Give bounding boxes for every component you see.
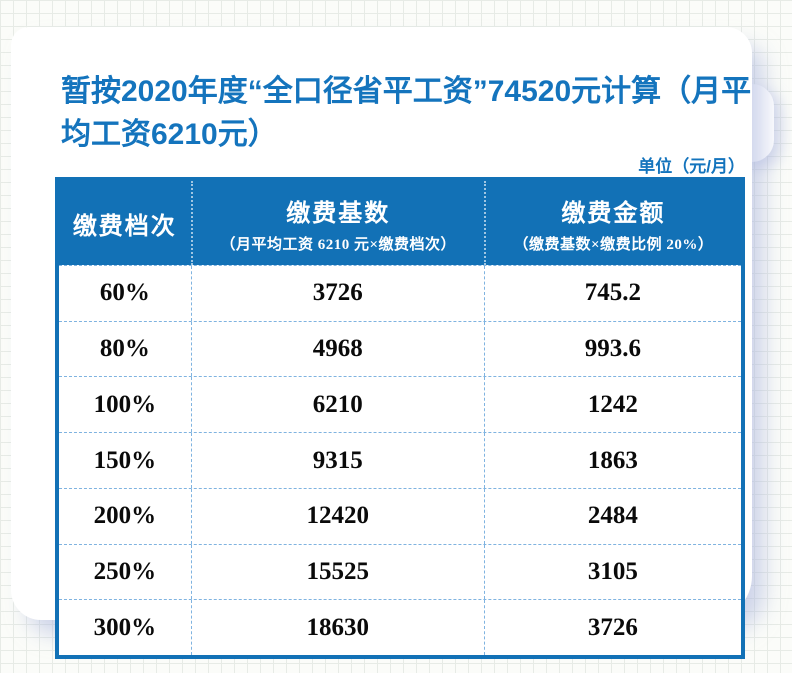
table-row: 150% 9315 1863 [59,432,741,488]
table-row: 100% 6210 1242 [59,376,741,433]
cell-amount: 3726 [483,600,741,656]
cell-tier: 200% [93,502,157,530]
header-sublabel: （缴费基数×缴费比例 20%） [513,236,714,253]
page-title: 暂按2020年度“全口径省平工资”74520元计算（月平均工资6210元） [61,75,752,151]
cell-tier: 100% [93,390,157,418]
cell-tier: 150% [93,446,157,474]
cell-base: 6210 [190,377,484,433]
table-row: 60% 3726 745.2 [59,265,741,321]
cell-tier: 300% [93,613,157,641]
header-label: 缴费基数 [286,199,391,227]
cell-base: 15525 [190,544,484,600]
header-sublabel: （月平均工资 6210 元×缴费档次） [220,236,457,253]
table-row: 200% 12420 2484 [59,487,741,544]
header-cell-tier: 缴费档次 [59,181,191,265]
cell-amount: 1863 [483,433,741,488]
header-cell-amount: 缴费金额 （缴费基数×缴费比例 20%） [483,181,741,265]
cell-amount: 2484 [483,488,741,544]
table-header-row: 缴费档次 缴费基数 （月平均工资 6210 元×缴费档次） 缴费金额 （缴费基数… [59,181,741,265]
cell-base: 4968 [190,321,484,377]
table-row: 80% 4968 993.6 [59,320,741,377]
cell-amount: 3105 [483,544,741,600]
header-label: 缴费金额 [561,199,666,227]
contribution-table: 缴费档次 缴费基数 （月平均工资 6210 元×缴费档次） 缴费金额 （缴费基数… [55,177,745,659]
table-body: 60% 3726 745.2 80% 4968 993.6 100% 6210 … [59,265,741,656]
cell-tier: 60% [99,279,150,307]
cell-tier: 250% [93,557,157,585]
cell-amount: 745.2 [483,266,741,321]
header-label: 缴费档次 [72,212,177,240]
cell-base: 9315 [190,433,484,488]
content-card: 暂按2020年度“全口径省平工资”74520元计算（月平均工资6210元） 单位… [11,27,752,659]
unit-label: 单位（元/月） [638,157,745,176]
cell-base: 12420 [190,488,484,544]
cell-amount: 993.6 [483,321,741,377]
cell-tier: 80% [99,335,150,363]
header-cell-base: 缴费基数 （月平均工资 6210 元×缴费档次） [190,181,484,265]
cell-base: 3726 [190,266,484,321]
table-row: 300% 18630 3726 [59,599,741,656]
cell-base: 18630 [190,600,484,656]
cell-amount: 1242 [483,377,741,433]
table-row: 250% 15525 3105 [59,543,741,600]
